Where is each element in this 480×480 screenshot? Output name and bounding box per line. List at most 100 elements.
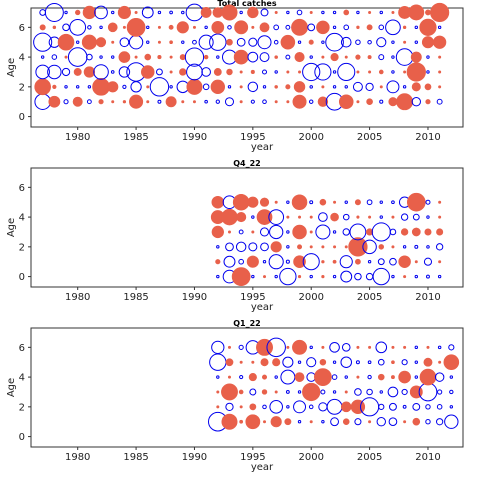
bubble-positive <box>185 3 204 22</box>
bubble-positive <box>423 257 433 266</box>
bubble-positive <box>269 224 284 240</box>
bubble-positive <box>376 37 387 48</box>
bubble-negative <box>250 69 255 75</box>
bubble-positive <box>332 10 337 15</box>
bubble-positive <box>204 99 208 104</box>
plot-frame <box>30 7 464 128</box>
bubble-negative <box>297 244 303 250</box>
bubble-positive <box>285 259 290 264</box>
x-tick-label: 1985 <box>123 132 148 143</box>
bubble-positive <box>201 67 211 77</box>
y-tick-label: 0 <box>19 432 25 443</box>
bubble-negative <box>92 77 110 96</box>
bubble-positive <box>69 18 87 36</box>
bubble-negative <box>406 192 426 212</box>
bubble-positive <box>385 19 401 36</box>
bubble-negative <box>73 68 82 76</box>
bubble-negative <box>309 230 313 234</box>
bubble-positive <box>332 230 337 234</box>
bubble-negative <box>263 275 267 279</box>
bubble-positive <box>437 389 443 395</box>
bubble-positive <box>449 375 454 379</box>
bubble-negative <box>122 25 126 29</box>
bubble-negative <box>292 224 307 240</box>
bubble-positive <box>314 63 332 81</box>
bubble-negative <box>438 260 442 264</box>
bubble-positive <box>426 215 430 219</box>
bubble-negative <box>117 5 131 20</box>
bubble-positive <box>248 37 258 47</box>
bubble-negative <box>294 52 305 63</box>
bubble-negative <box>286 345 290 349</box>
bubble-negative <box>251 25 255 29</box>
bubble-negative <box>367 55 372 60</box>
bubble-positive <box>250 99 255 104</box>
bubble-negative <box>227 345 231 349</box>
bubble-positive <box>279 267 297 286</box>
bubble-positive <box>286 230 290 234</box>
bubble-positive <box>332 25 337 30</box>
bubble-positive <box>122 84 127 89</box>
bubble-negative <box>141 65 155 79</box>
bubble-positive <box>375 341 388 354</box>
bubble-negative <box>82 5 97 20</box>
bubble-negative <box>274 390 278 394</box>
bubble-positive <box>285 54 291 60</box>
bubble-positive <box>111 10 115 15</box>
bubble-negative <box>411 82 421 92</box>
bubble-positive <box>414 345 418 350</box>
bubble-positive <box>391 200 395 205</box>
bubble-negative <box>366 24 373 31</box>
bubble-negative <box>355 54 361 60</box>
bubble-negative <box>321 85 325 89</box>
chart-title: Q1_22 <box>233 319 261 328</box>
bubble-negative <box>262 374 268 380</box>
bubble-negative <box>211 195 225 209</box>
bubble-positive <box>395 48 414 66</box>
bubble-negative <box>213 68 222 76</box>
bubble-negative <box>412 417 421 426</box>
bubble-negative <box>366 228 374 236</box>
bubble-negative <box>57 33 75 51</box>
bubble-positive <box>437 345 442 350</box>
bubble-positive <box>332 85 337 89</box>
bubble-positive <box>436 418 444 426</box>
bubble-negative <box>239 100 243 104</box>
bubble-negative <box>256 209 273 225</box>
y-tick-label: 4 <box>19 53 25 64</box>
bubble-negative <box>298 215 302 219</box>
bubble-positive <box>354 272 362 281</box>
bubble-positive <box>386 80 400 94</box>
bubble-positive <box>414 244 419 249</box>
bubble-positive <box>388 417 398 427</box>
bubble-negative <box>368 420 372 424</box>
bubble-positive <box>331 374 338 380</box>
bubble-negative <box>317 96 329 107</box>
x-tick-label: 1985 <box>123 452 148 463</box>
bubble-positive <box>344 85 348 89</box>
bubble-positive <box>379 200 383 204</box>
bubble-positive <box>273 24 280 31</box>
bubble-negative <box>122 100 127 104</box>
bubble-negative <box>391 10 395 14</box>
y-tick-label: 2 <box>19 242 25 253</box>
bubble-positive <box>211 340 225 354</box>
bubble-positive <box>76 85 80 89</box>
bubble-negative <box>216 405 220 409</box>
chart-title: Total catches <box>217 0 276 8</box>
bubble-negative <box>396 93 414 111</box>
bubble-positive <box>325 32 344 52</box>
bubble-negative <box>344 55 348 59</box>
bubble-positive <box>285 24 291 30</box>
bubble-negative <box>216 390 220 394</box>
x-axis-label: year <box>251 142 274 153</box>
bubble-negative <box>291 194 308 210</box>
bubble-positive <box>376 417 386 427</box>
bubble-negative <box>438 55 442 59</box>
bubble-positive <box>99 25 103 30</box>
bubble-positive <box>342 228 350 236</box>
bubble-negative <box>146 85 150 89</box>
bubble-negative <box>129 94 144 109</box>
y-tick-label: 2 <box>19 82 25 93</box>
y-tick-label: 6 <box>19 343 25 354</box>
